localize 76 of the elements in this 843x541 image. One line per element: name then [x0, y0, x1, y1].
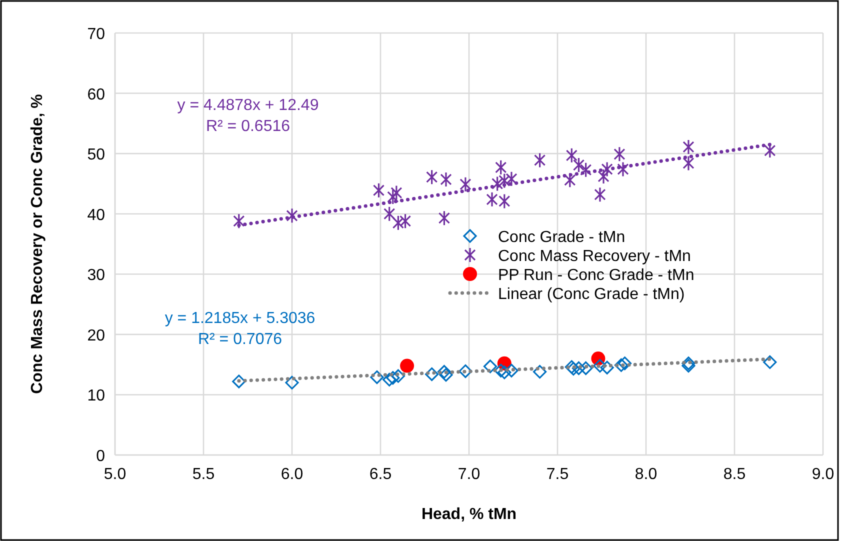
point [370, 370, 384, 384]
point [682, 139, 694, 155]
point [601, 161, 613, 178]
point [492, 176, 504, 192]
point [580, 162, 592, 178]
point [572, 361, 586, 375]
x-tick-label: 6.5 [369, 466, 392, 483]
point [233, 213, 245, 229]
y-tick-label: 20 [87, 327, 106, 344]
point [390, 184, 402, 201]
point [682, 356, 696, 370]
point [598, 168, 610, 184]
x-axis-title: Head, % tMn [421, 506, 517, 523]
annotation: y = 4.4878x + 12.49 [177, 97, 319, 114]
annotation: R² = 0.6516 [206, 118, 290, 135]
point [618, 356, 632, 370]
point [486, 192, 498, 208]
x-tick-label: 8.0 [634, 466, 658, 483]
point [494, 364, 508, 378]
y-tick-label: 40 [87, 206, 106, 224]
point [600, 360, 614, 374]
point [386, 371, 400, 385]
annotation: R² = 0.7076 [198, 331, 282, 348]
y-tick-label: 70 [87, 26, 106, 43]
point [286, 208, 298, 224]
point [498, 193, 510, 209]
point [506, 171, 518, 187]
x-tick-label: 6.0 [280, 466, 304, 483]
y-tick-label: 30 [87, 267, 106, 284]
legend-label: Conc Grade - tMn [498, 229, 626, 246]
point [498, 366, 512, 380]
point [533, 365, 547, 379]
legend-label: Conc Mass Recovery - tMn [498, 248, 691, 265]
x-tick-label: 5.0 [104, 466, 126, 483]
point [564, 172, 576, 188]
legend-label: PP Run - Conc Grade - tMn [498, 267, 694, 284]
point [460, 176, 472, 192]
x-tick-label: 9.0 [812, 466, 834, 483]
point [391, 369, 405, 383]
point [682, 358, 696, 373]
y-tick-label: 50 [87, 146, 106, 164]
x-tick-label: 8.5 [723, 466, 746, 483]
point [384, 206, 396, 222]
point [438, 210, 450, 226]
x-tick-label: 7.0 [458, 466, 480, 483]
point [392, 215, 404, 231]
y-tick-label: 0 [96, 448, 106, 465]
point [682, 155, 694, 172]
point [400, 358, 414, 373]
point [439, 368, 453, 382]
point [426, 169, 438, 185]
point [504, 364, 518, 378]
point [593, 358, 607, 373]
y-axis-title: Conc Mass Recovery or Conc Grade, % [29, 94, 46, 394]
x-tick-label: 7.5 [546, 466, 569, 483]
x-tick-label: 5.5 [192, 466, 215, 483]
point [458, 364, 472, 378]
point [232, 374, 246, 388]
point [437, 365, 452, 379]
point [534, 152, 546, 168]
point [425, 367, 439, 382]
legend-label: Linear (Conc Grade - tMn) [498, 286, 685, 303]
y-tick-label: 60 [87, 86, 106, 104]
point [440, 172, 452, 188]
point [382, 372, 396, 386]
point [483, 360, 498, 374]
point [763, 355, 777, 369]
y-tick-label: 10 [87, 388, 106, 405]
point [614, 358, 628, 372]
point [399, 213, 412, 229]
point [579, 361, 593, 375]
annotation: y = 1.2185x + 5.3036 [164, 310, 316, 327]
point [387, 189, 399, 205]
point [372, 182, 385, 198]
point [594, 186, 606, 202]
point [285, 376, 299, 390]
